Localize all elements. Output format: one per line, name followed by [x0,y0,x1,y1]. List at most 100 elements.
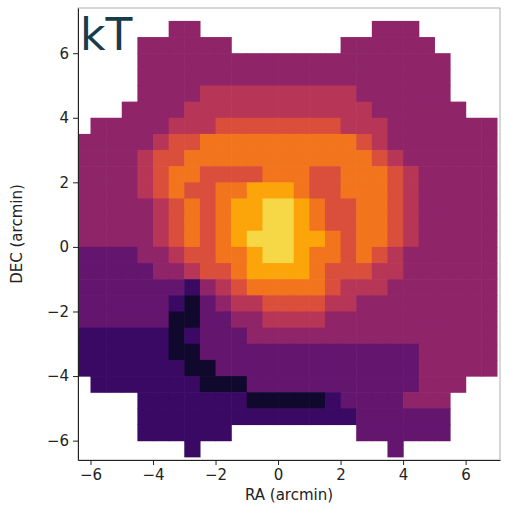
heat-cell [153,166,169,183]
heat-cell [341,53,357,70]
heat-cell [403,69,419,86]
y-tick-label: −6 [47,432,69,450]
heat-cell [78,263,91,280]
heat-cell [91,118,107,135]
heat-cell [309,328,325,345]
heat-cell [309,392,325,409]
heat-cell [247,376,263,393]
heat-cell [341,182,357,199]
heat-cell [216,69,232,86]
heat-cell [78,198,91,215]
heat-cell [137,328,153,345]
heat-cell [387,376,403,393]
heat-cell [247,118,263,135]
heat-cell [325,85,341,102]
heat-cell [434,166,450,183]
heat-cell [137,134,153,151]
heat-cell [200,85,216,102]
heat-cell [294,134,310,151]
heat-cell [403,118,419,135]
heat-cell [309,118,325,135]
heat-cell [91,215,107,232]
heat-cell [153,279,169,296]
heat-cell [200,424,216,441]
heat-cell [341,279,357,296]
heat-cell [91,376,107,393]
heat-cell [341,215,357,232]
heat-cell [106,376,122,393]
heat-cell [169,328,185,345]
heat-cell [466,279,482,296]
heat-cell [450,118,466,135]
heat-cell [169,198,185,215]
heat-cell [325,295,341,312]
heat-cell [153,231,169,248]
heat-cell [419,344,435,361]
heat-cell [247,166,263,183]
heat-cell [137,263,153,280]
heat-cell [466,247,482,264]
heat-cell [122,247,138,264]
heat-cell [309,360,325,377]
heat-cell [419,247,435,264]
heat-cell [262,134,278,151]
heat-cell [372,295,388,312]
heat-cell [200,53,216,70]
heat-cell [78,215,91,232]
heat-cell [262,102,278,119]
heat-cell [387,182,403,199]
heat-cell [106,328,122,345]
heat-cell [122,215,138,232]
heat-cell [91,344,107,361]
heat-cell [153,247,169,264]
y-tick-label: 6 [59,45,69,63]
heat-cell [137,231,153,248]
x-tick-mark [403,460,404,465]
heat-cell [419,360,435,377]
heat-cell [278,85,294,102]
heat-cell [372,247,388,264]
y-tick-mark [73,118,78,119]
heat-cell [184,37,200,54]
heat-cell [91,198,107,215]
heat-cell [419,279,435,296]
y-tick-mark [73,247,78,248]
heat-cell [122,182,138,199]
heat-cell [106,344,122,361]
x-tick-label: −4 [142,466,164,484]
heat-cell [278,102,294,119]
heat-cell [91,263,107,280]
heat-cell [325,182,341,199]
heat-cell [169,408,185,425]
heat-cell [78,344,91,361]
heat-cell [262,328,278,345]
heat-cell [309,102,325,119]
heat-cell [341,231,357,248]
heat-cell [122,231,138,248]
heat-cell [216,215,232,232]
heat-cell [356,166,372,183]
heat-cell [387,344,403,361]
heat-cell [387,279,403,296]
heat-cell [481,215,497,232]
heat-cell [106,150,122,167]
y-tick-label: −4 [47,367,69,385]
heat-cell [278,295,294,312]
heat-cell [106,118,122,135]
heat-cell [278,198,294,215]
heat-cell [78,231,91,248]
heat-cell [387,441,403,458]
heat-cell [356,263,372,280]
heat-cell [278,53,294,70]
heat-cell [200,279,216,296]
heat-cell [325,150,341,167]
heat-cell [106,231,122,248]
heat-cell [200,150,216,167]
heat-cell [262,182,278,199]
heat-cell [372,408,388,425]
heat-cell [356,198,372,215]
heat-cell [200,328,216,345]
heat-cell [216,247,232,264]
heat-cell [91,166,107,183]
heat-cell [231,182,247,199]
